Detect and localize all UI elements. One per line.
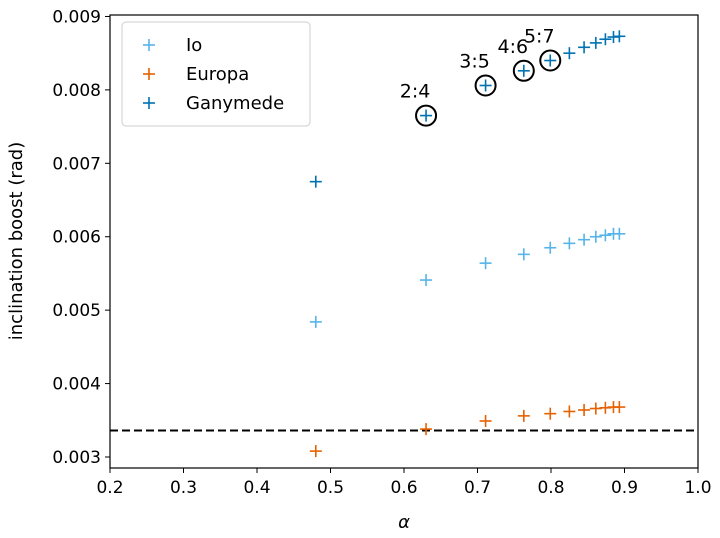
y-tick-label: 0.008	[52, 81, 101, 101]
annotation-circle	[415, 104, 438, 127]
data-point	[544, 407, 557, 420]
data-point	[517, 64, 530, 77]
data-point	[599, 229, 612, 242]
annotation-label: 5:7	[524, 26, 555, 48]
data-point	[309, 175, 322, 188]
data-point	[613, 30, 626, 43]
legend-marker	[143, 39, 155, 51]
data-point	[563, 237, 576, 250]
y-axis-label: inclination boost (rad)	[6, 142, 27, 340]
x-tick-label: 0.7	[464, 478, 491, 498]
data-point	[589, 230, 602, 243]
data-point	[309, 315, 322, 328]
annotation-circle	[539, 49, 562, 72]
data-point	[599, 33, 612, 46]
data-point	[420, 109, 433, 122]
data-point	[563, 405, 576, 418]
data-point	[309, 445, 322, 458]
data-point	[578, 41, 591, 54]
data-point	[420, 423, 433, 436]
legend-box	[121, 21, 311, 127]
y-tick-label: 0.007	[52, 154, 101, 174]
x-tick-label: 0.3	[170, 478, 197, 498]
series-europa	[309, 401, 626, 458]
data-point	[544, 241, 557, 254]
data-point	[589, 36, 602, 49]
data-point	[563, 47, 576, 60]
x-tick-label: 0.9	[611, 478, 638, 498]
series-ganymede	[309, 30, 626, 188]
data-point	[479, 415, 492, 428]
data-point	[517, 248, 530, 261]
x-tick-label: 0.4	[243, 478, 270, 498]
annotation-layer: 2:4 3:5 4:65:7	[400, 26, 562, 127]
legend-marker	[143, 68, 155, 80]
x-tick-label: 0.5	[317, 478, 344, 498]
data-point	[613, 227, 626, 240]
x-tick-label: 0.8	[537, 478, 564, 498]
data-point	[479, 257, 492, 270]
data-point	[420, 274, 433, 287]
legend-marker	[143, 97, 155, 109]
series-io	[309, 227, 626, 328]
x-tick-label: 1.0	[684, 478, 711, 498]
y-tick-label: 0.009	[52, 7, 101, 27]
y-tick-label: 0.006	[52, 228, 101, 248]
annotation-label: 4:6	[498, 36, 529, 58]
annotation-circle	[474, 74, 497, 97]
legend-label: Europa	[186, 64, 249, 85]
x-axis-label: α	[398, 512, 410, 533]
x-axis: 0.2 0.3 0.4 0.5 0.6 0.7 0.8 0.9 1.0	[96, 468, 712, 498]
y-axis: 0.003 0.004 0.005 0.006 0.007 0.008 0.009	[52, 7, 110, 468]
data-point	[517, 409, 530, 422]
data-point	[479, 79, 492, 92]
annotation-circle	[512, 59, 535, 82]
y-tick-label: 0.005	[52, 301, 101, 321]
data-point	[544, 54, 557, 67]
legend: Io Europa Ganymede	[121, 21, 311, 127]
x-tick-label: 0.6	[390, 478, 417, 498]
data-point	[578, 233, 591, 246]
y-tick-label: 0.004	[52, 375, 101, 395]
annotation-label: 2:4	[400, 81, 431, 103]
legend-label: Io	[186, 35, 202, 56]
data-point	[613, 401, 626, 414]
y-tick-label: 0.003	[52, 448, 101, 468]
x-tick-label: 0.2	[96, 478, 123, 498]
legend-label: Ganymede	[186, 93, 284, 114]
annotation-label: 3:5	[459, 50, 490, 72]
series-layer	[309, 30, 626, 458]
data-point	[578, 403, 591, 416]
